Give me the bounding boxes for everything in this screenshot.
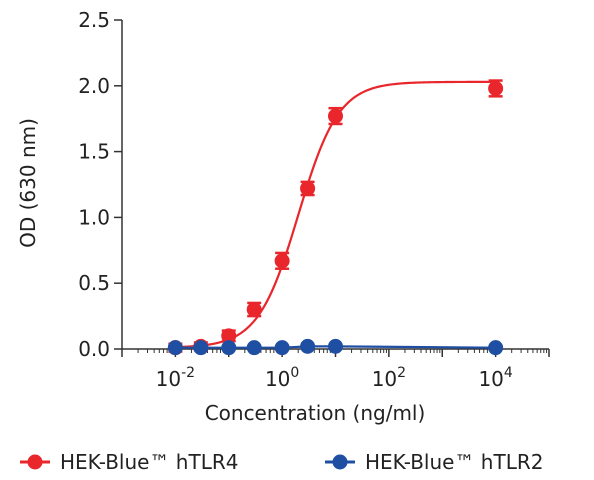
y-tick-label: 0.0 (78, 337, 110, 361)
data-point (246, 340, 262, 356)
data-point (328, 108, 343, 124)
legend-marker (332, 454, 348, 470)
legend-marker (27, 454, 43, 470)
legend-item-1: HEK-Blue™ hTLR4 (20, 450, 238, 474)
data-point (300, 180, 316, 196)
y-tick-label: 2.0 (78, 74, 110, 98)
axes (121, 20, 549, 350)
legend-label: HEK-Blue™ hTLR4 (60, 450, 238, 474)
series-1 (167, 79, 504, 356)
x-tick-label-base: 10 (265, 367, 290, 391)
x-tick-label-exponent: 0 (290, 365, 299, 381)
x-tick-label-base: 10 (156, 367, 181, 391)
x-tick-label: 100 (265, 365, 299, 391)
data-point (167, 340, 183, 356)
legend-item-2: HEK-Blue™ hTLR2 (325, 450, 543, 474)
data-point (300, 338, 316, 354)
data-point (221, 340, 237, 356)
data-point (274, 340, 290, 356)
x-tick-label-exponent: 4 (504, 365, 513, 381)
series-layer (167, 79, 504, 356)
data-point (328, 338, 343, 354)
y-tick-label: 2.5 (78, 8, 110, 32)
data-point (193, 340, 209, 356)
x-axis-title: Concentration (ng/ml) (205, 401, 426, 425)
series-2 (167, 338, 504, 356)
x-tick-label-exponent: 2 (397, 365, 406, 381)
x-tick-label-base: 10 (372, 367, 397, 391)
data-point (488, 80, 504, 96)
x-tick-label-base: 10 (478, 367, 503, 391)
x-tick-label-exponent: -2 (181, 365, 195, 381)
data-point (488, 340, 504, 356)
axis-ticks: 0.00.51.01.52.02.510-2 100 102 104 (78, 8, 550, 391)
data-point (274, 253, 290, 269)
y-tick-label: 0.5 (78, 271, 110, 295)
data-point (246, 302, 262, 318)
y-axis-title: OD (630 nm) (16, 118, 40, 248)
legend-label: HEK-Blue™ hTLR2 (365, 450, 543, 474)
y-tick-label: 1.0 (78, 205, 110, 229)
x-tick-label: 10-2 (156, 365, 195, 391)
x-tick-label: 104 (478, 365, 512, 391)
y-tick-label: 1.5 (78, 140, 110, 164)
data-point (221, 328, 237, 344)
legend: HEK-Blue™ hTLR4 HEK-Blue™ hTLR2 (20, 450, 543, 474)
x-tick-label: 102 (372, 365, 406, 391)
